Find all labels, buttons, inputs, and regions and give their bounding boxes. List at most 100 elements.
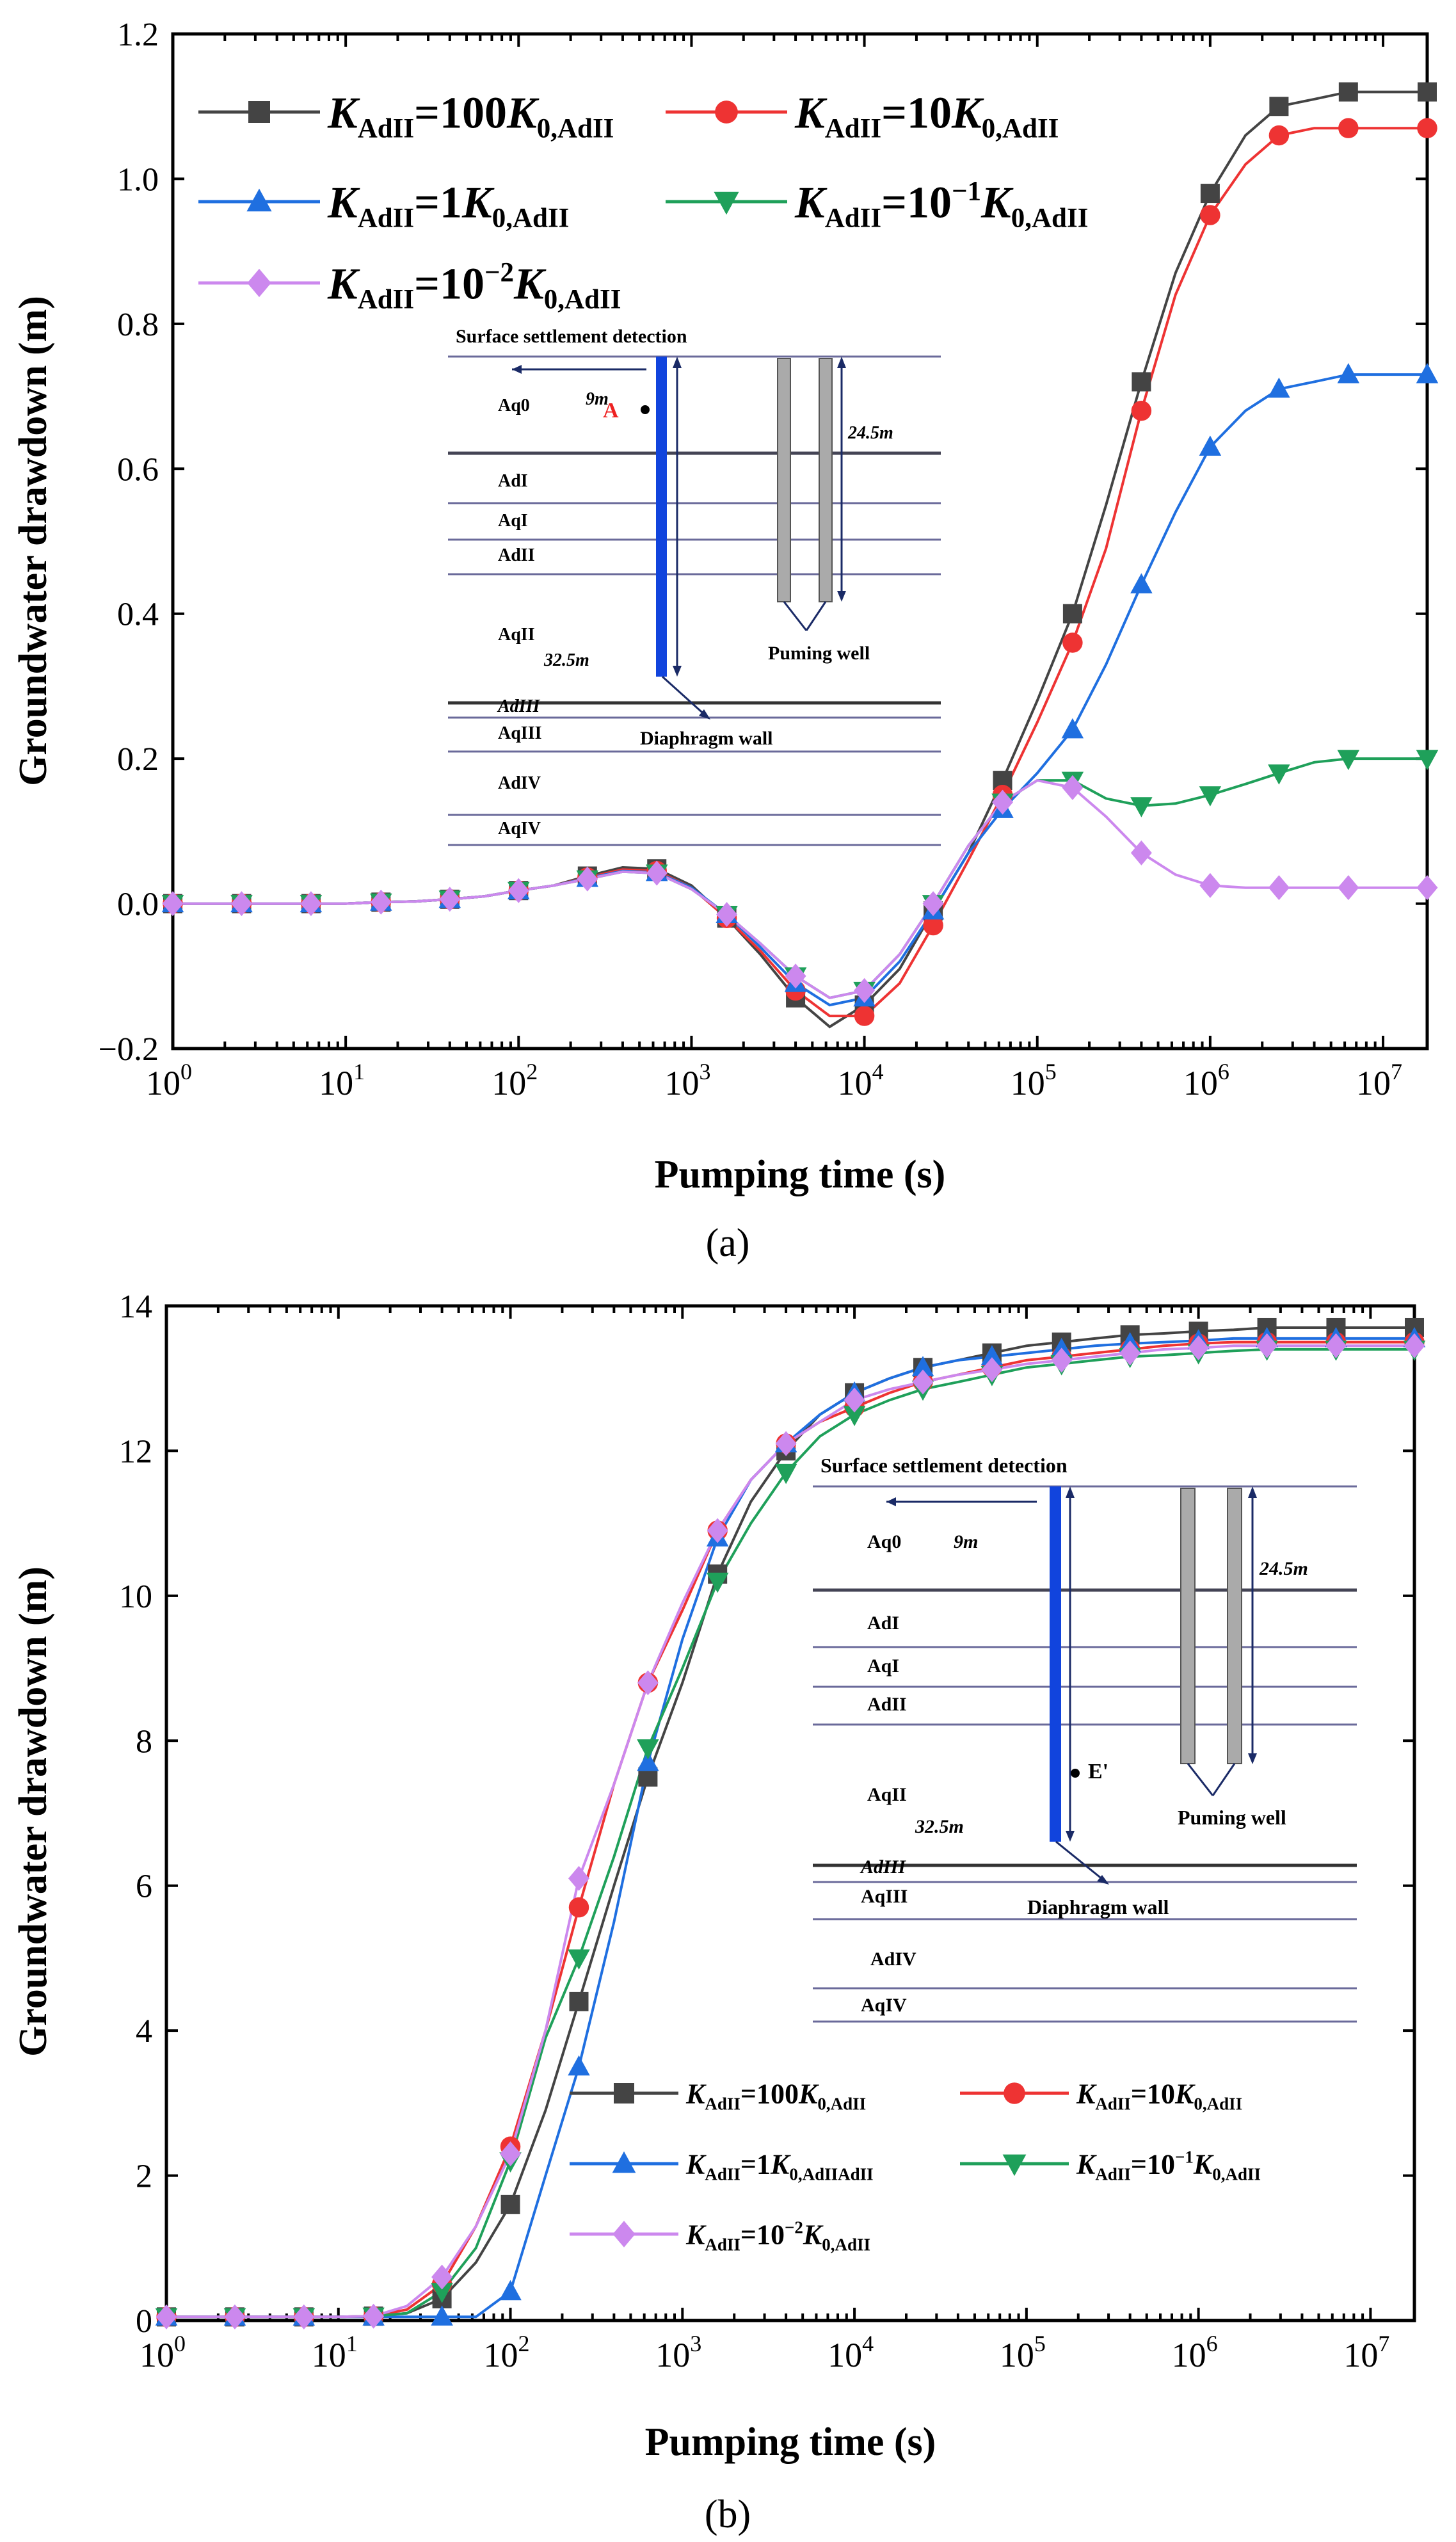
data-point [1404, 1333, 1425, 1358]
arrowhead [837, 591, 846, 602]
arrowhead [673, 666, 682, 677]
x-tick-label: 105 [1011, 1059, 1057, 1102]
x-tick-label: 102 [484, 2331, 530, 2374]
layer-label: AdII [867, 1694, 907, 1715]
legend-marker [248, 101, 270, 123]
arrowhead [512, 365, 522, 374]
layer-label: AqIV [498, 819, 541, 839]
data-point [1268, 377, 1290, 398]
x-tick-label: 104 [838, 1059, 884, 1102]
legend-marker [714, 191, 739, 215]
well-label: Puming well [768, 643, 870, 664]
arrowhead [837, 357, 846, 368]
legend-label: KAdII=10K0,AdII [794, 89, 1059, 144]
layer-label: AdIII [860, 1856, 906, 1878]
schematic-inset-b: Surface settlement detection Aq0 AdI AqI… [813, 1454, 1357, 2023]
legend-label: KAdII=100K0,AdII [327, 89, 614, 144]
legend-label: KAdII=10−1K0,AdII [794, 177, 1088, 234]
y-tick-label: 12 [119, 1433, 152, 1470]
pointer-line [1055, 1840, 1107, 1883]
data-point [992, 789, 1014, 815]
data-point [1338, 875, 1359, 901]
data-point [1051, 1347, 1073, 1373]
data-point [1200, 205, 1220, 225]
data-point [1416, 750, 1439, 771]
data-point [1062, 775, 1084, 800]
plot-frame-b [164, 1304, 1416, 2322]
data-point [1256, 1333, 1278, 1358]
y-tick-label: 4 [136, 2013, 152, 2050]
layer-label: AdI [498, 471, 528, 491]
data-point [911, 1356, 934, 1376]
data-point [637, 1739, 659, 1760]
arrowhead [1066, 1486, 1075, 1498]
data-point [706, 1572, 729, 1593]
layer-label: AqIII [498, 723, 541, 743]
panel-a: −0.20.00.20.40.60.81.01.2 100 101 102 103 10… [12, 17, 1439, 1265]
data-point [431, 2283, 453, 2303]
series-line-3 [173, 373, 1427, 1007]
arrowhead [673, 357, 682, 368]
legend-label: KAdII=10K0,AdII [1076, 2078, 1242, 2113]
data-point [568, 1865, 589, 1891]
layer-label: AdIII [497, 696, 540, 716]
x-tick-label: 107 [1356, 1059, 1402, 1102]
data-point [1062, 604, 1082, 623]
data-point [1132, 372, 1151, 392]
plot-frame-a [171, 32, 1429, 1050]
data-point [500, 2141, 522, 2167]
y-ticks-b: 0 2 4 6 8 10 12 14 [119, 1289, 1414, 2340]
data-point [716, 902, 738, 928]
y-tick-label: 6 [136, 1869, 152, 1905]
data-point [1268, 764, 1290, 785]
data-point [162, 891, 184, 917]
data-point [1418, 82, 1437, 102]
x-tick-label: 104 [828, 2331, 874, 2374]
data-point [843, 1406, 866, 1426]
layer-label: AdIV [870, 1949, 916, 1970]
x-tick-label: 107 [1343, 2331, 1389, 2374]
y-tick-label: 14 [119, 1289, 152, 1325]
data-point [1268, 875, 1290, 901]
x-ticks-a: 100 101 102 103 104 105 106 107 [146, 34, 1402, 1102]
legend-marker [1002, 2154, 1027, 2176]
data-point [912, 1369, 934, 1395]
data-point [1416, 875, 1438, 901]
data-point [1131, 400, 1152, 421]
panel-b: 0 2 4 6 8 10 12 14 100 101 102 103 104 105 106 107 Gro… [12, 1289, 1426, 2536]
distance-label-9m: 9m [954, 1531, 978, 1552]
data-point [231, 891, 253, 917]
y-tick-label: 1.0 [117, 161, 159, 198]
data-point [1337, 750, 1360, 771]
arrowhead [1248, 1486, 1257, 1498]
data-point [854, 1006, 875, 1026]
layer-label: AdIV [498, 773, 541, 793]
well-label: Puming well [1178, 1806, 1286, 1829]
arrowhead [1097, 1875, 1109, 1885]
data-point [637, 1751, 659, 1771]
data-point [370, 889, 392, 915]
legend-label: KAdII=1K0,AdII [327, 179, 569, 234]
x-tick-label: 106 [1172, 2331, 1218, 2374]
data-point [1130, 840, 1152, 865]
y-tick-label: 0 [136, 2303, 152, 2340]
layer-label: AdI [867, 1613, 899, 1634]
layer-label: AdII [498, 545, 535, 565]
data-point [774, 1463, 797, 1484]
wall-label: Diaphragm wall [1027, 1895, 1169, 1919]
y-tick-label: 2 [136, 2159, 152, 2195]
legend-marker [614, 2083, 634, 2104]
data-point [1269, 97, 1289, 117]
data-point [1199, 435, 1222, 456]
legend-marker [612, 2221, 636, 2248]
data-point [568, 2055, 590, 2076]
data-point [568, 1949, 590, 1970]
data-point [1338, 118, 1359, 138]
legend-marker [247, 268, 271, 298]
legend-marker [715, 101, 738, 124]
pumping-well [777, 358, 791, 602]
legend-label: KAdII=1K0,AdIIAdII [685, 2148, 874, 2184]
legend-marker [1004, 2082, 1025, 2104]
data-point [922, 891, 944, 917]
point-label-e: E' [1088, 1760, 1108, 1783]
